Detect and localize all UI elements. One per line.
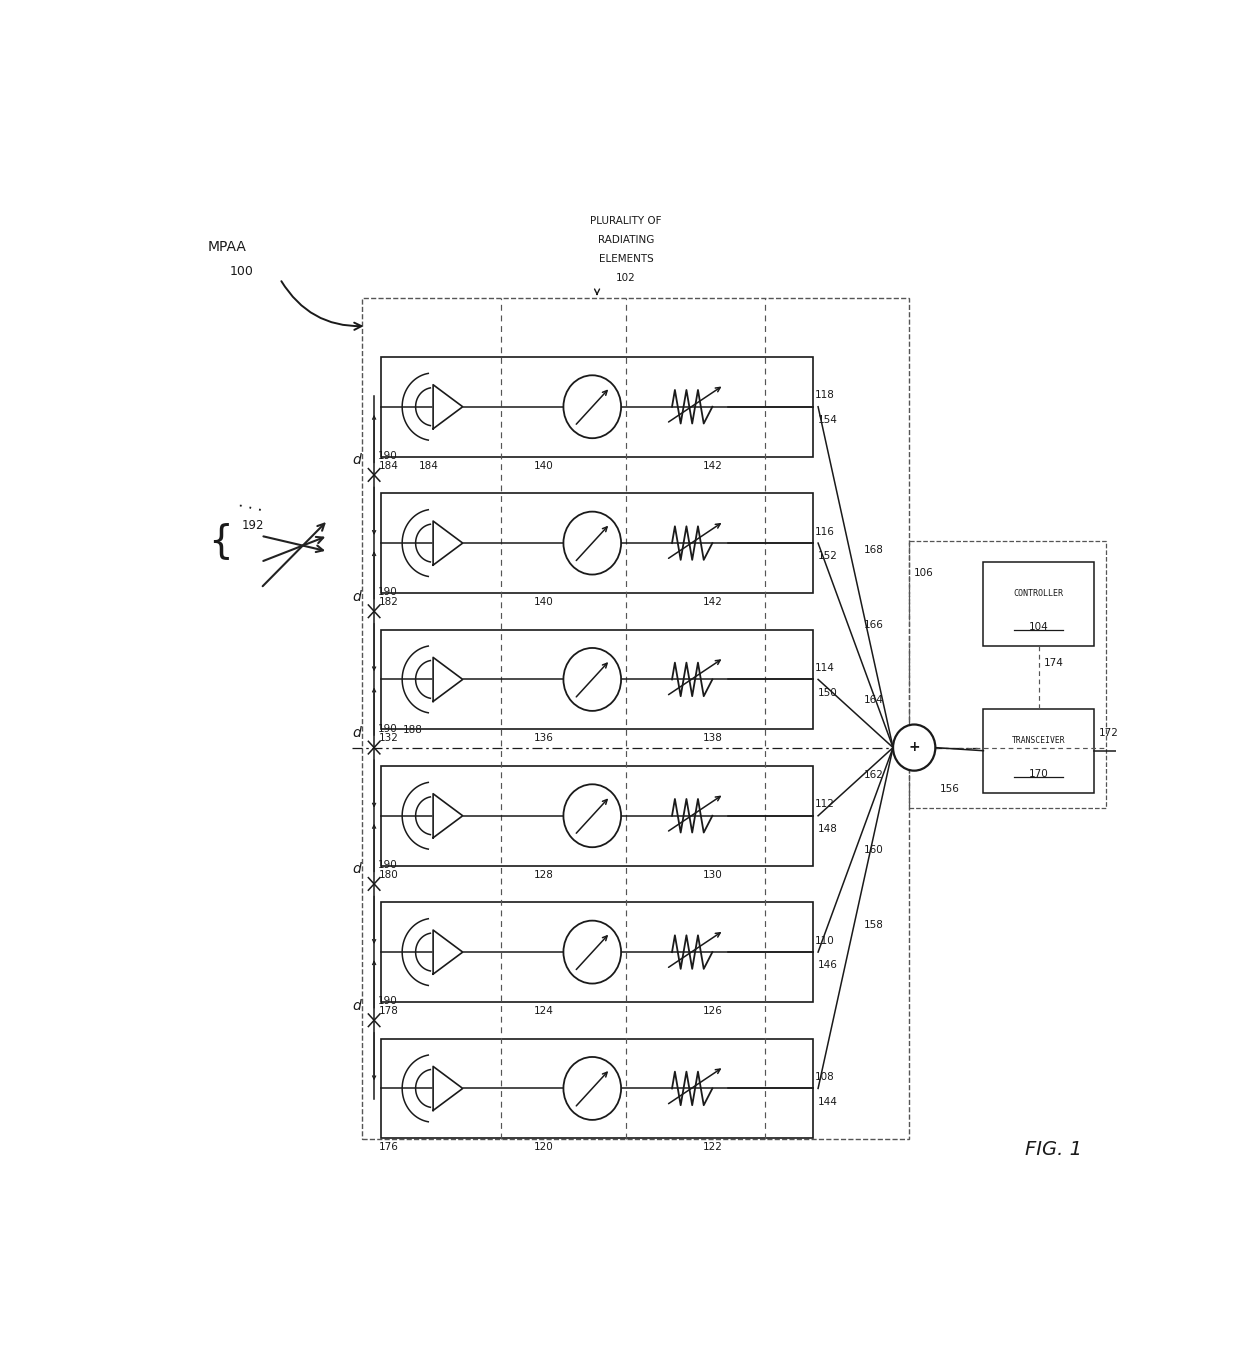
Circle shape [563, 1057, 621, 1120]
Text: +: + [909, 740, 920, 753]
Text: d: d [352, 590, 361, 603]
Text: 150: 150 [818, 688, 838, 697]
Text: · · ·: · · · [237, 500, 264, 519]
Text: RADIATING: RADIATING [598, 234, 653, 245]
Bar [983, 563, 1094, 646]
Text: 162: 162 [863, 770, 883, 780]
Text: 152: 152 [818, 552, 838, 561]
Text: 142: 142 [703, 460, 723, 471]
Text: 148: 148 [818, 824, 838, 834]
Text: 140: 140 [534, 597, 554, 607]
Text: 136: 136 [534, 733, 554, 744]
Circle shape [563, 921, 621, 983]
Text: d: d [352, 454, 361, 467]
Text: 102: 102 [616, 272, 636, 282]
Text: 168: 168 [863, 545, 883, 554]
Polygon shape [433, 522, 463, 565]
Circle shape [563, 648, 621, 711]
Text: 140: 140 [534, 460, 554, 471]
Text: 184: 184 [419, 460, 439, 471]
Text: 158: 158 [863, 919, 883, 930]
Text: {: { [208, 522, 233, 560]
Text: 138: 138 [703, 733, 723, 744]
Text: 156: 156 [940, 785, 960, 794]
Polygon shape [433, 1066, 463, 1110]
Circle shape [563, 512, 621, 575]
Text: PLURALITY OF: PLURALITY OF [590, 215, 662, 226]
Text: d: d [352, 862, 361, 876]
Circle shape [563, 376, 621, 439]
Polygon shape [433, 794, 463, 838]
Text: 190: 190 [378, 723, 398, 734]
Bar [381, 1039, 813, 1139]
Text: d: d [352, 998, 361, 1012]
Text: 192: 192 [242, 519, 264, 531]
Text: 188: 188 [403, 725, 423, 735]
Bar [381, 765, 813, 866]
Bar [983, 708, 1094, 793]
Text: 116: 116 [815, 527, 835, 537]
Text: 190: 190 [378, 587, 398, 598]
Text: 190: 190 [378, 997, 398, 1007]
Text: d: d [352, 726, 361, 740]
Text: 154: 154 [818, 415, 838, 425]
Text: 106: 106 [914, 568, 934, 577]
Text: 182: 182 [379, 597, 399, 607]
Text: 172: 172 [1099, 729, 1118, 738]
Text: 122: 122 [703, 1143, 723, 1152]
Text: 112: 112 [815, 799, 835, 809]
Text: 120: 120 [534, 1143, 554, 1152]
Bar [381, 902, 813, 1002]
Text: 176: 176 [379, 1143, 399, 1152]
Text: MPAA: MPAA [208, 240, 247, 255]
Text: TRANSCEIVER: TRANSCEIVER [1012, 737, 1065, 745]
Text: 142: 142 [703, 597, 723, 607]
Bar [362, 298, 909, 1139]
Bar [909, 541, 1106, 809]
Text: 180: 180 [379, 870, 399, 880]
Text: 166: 166 [863, 620, 883, 629]
Text: 132: 132 [379, 733, 399, 744]
Text: 124: 124 [534, 1007, 554, 1016]
Text: 178: 178 [379, 1007, 399, 1016]
Text: 160: 160 [863, 844, 883, 855]
Text: 100: 100 [229, 266, 254, 278]
Text: ELEMENTS: ELEMENTS [599, 253, 653, 264]
Text: 110: 110 [815, 936, 835, 945]
Polygon shape [433, 658, 463, 701]
Text: CONTROLLER: CONTROLLER [1013, 590, 1064, 598]
Text: 114: 114 [815, 663, 835, 673]
Text: 190: 190 [378, 859, 398, 870]
Polygon shape [433, 930, 463, 974]
Bar [381, 357, 813, 456]
Text: 118: 118 [815, 391, 835, 400]
Bar [381, 629, 813, 729]
Text: FIG. 1: FIG. 1 [1025, 1140, 1083, 1159]
Text: 108: 108 [815, 1072, 835, 1083]
Text: 144: 144 [818, 1096, 838, 1107]
Circle shape [893, 725, 935, 771]
Circle shape [563, 785, 621, 847]
Text: 104: 104 [1029, 622, 1049, 632]
Text: 174: 174 [1043, 658, 1064, 669]
Text: 184: 184 [379, 460, 399, 471]
Text: 164: 164 [863, 695, 883, 706]
Text: 130: 130 [703, 870, 723, 880]
Polygon shape [433, 384, 463, 429]
Text: 190: 190 [378, 451, 398, 462]
Text: 170: 170 [1029, 770, 1049, 779]
Text: 128: 128 [534, 870, 554, 880]
Text: 126: 126 [703, 1007, 723, 1016]
Text: 146: 146 [818, 960, 838, 971]
Bar [381, 493, 813, 592]
